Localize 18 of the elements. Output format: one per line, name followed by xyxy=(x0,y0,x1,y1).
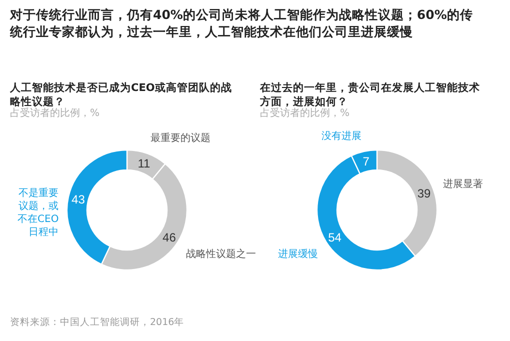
slice-label: 不是重要议题，或不在CEO日程中 xyxy=(16,186,59,239)
chart-title: 在过去的一年里，贵公司在发展人工智能技术方面，进展如何？ xyxy=(260,81,481,108)
slice-label: 最重要的议题 xyxy=(150,132,211,146)
data-label: 39 xyxy=(417,186,432,201)
text: 对于传统行业而言，仍有40%的公司尚未将人工智能作为战略性议题；60%的传统行业专家都认为，过去一年里，人工智能技术在他们公司里进展缓慢 xyxy=(10,6,474,40)
data-label: 43 xyxy=(72,192,86,207)
slice-label: 进展缓慢 xyxy=(278,248,318,260)
data-label: 7 xyxy=(362,154,370,169)
slice-label: 进展显著 xyxy=(442,178,483,192)
chart-subtitle: 占受访者的比例，% xyxy=(260,107,350,120)
data-label: 54 xyxy=(328,230,342,244)
chart-subtitle: 占受访者的比例，% xyxy=(10,107,100,120)
data-label: 46 xyxy=(162,230,176,244)
text: 资料来源：中国人工智能调研，2016年 xyxy=(10,316,186,329)
slice-label: 没有进展 xyxy=(322,130,362,143)
slice-label: 战略性议题之一 xyxy=(186,248,256,260)
chart-title: 人工智能技术是否已成为CEO或高管团队的战略性议题？ xyxy=(10,81,233,108)
data-label: 11 xyxy=(138,156,150,170)
